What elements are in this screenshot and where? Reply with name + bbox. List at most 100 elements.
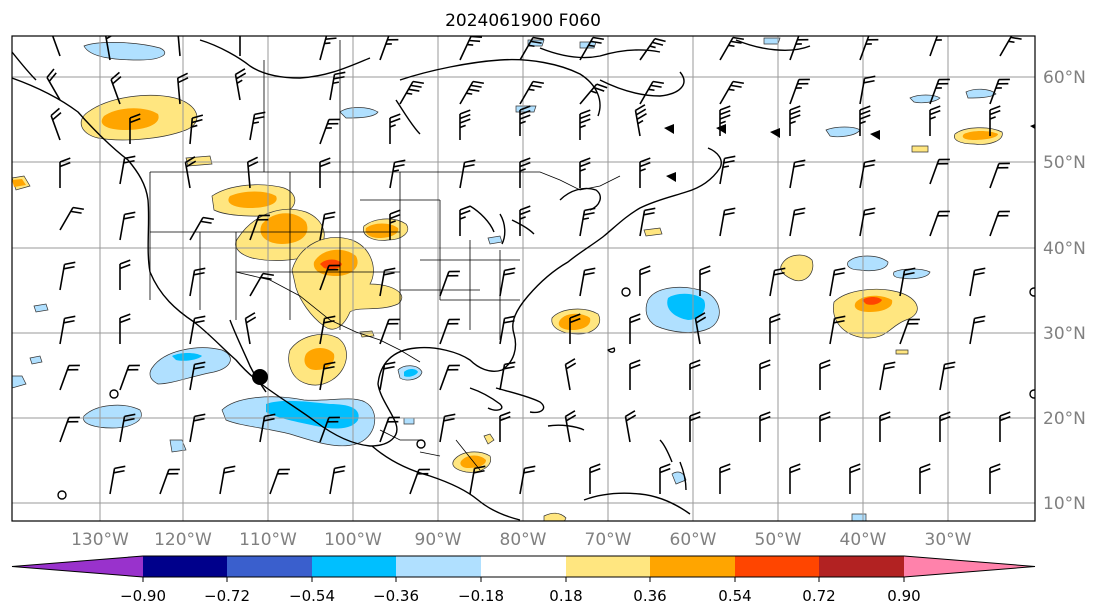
wind-barb-pennant: [664, 124, 674, 134]
wind-barb: [499, 315, 516, 345]
wind-barb: [177, 36, 181, 57]
wind-barb: [989, 210, 1010, 237]
colorbar-tick-label: −0.18: [458, 587, 504, 605]
wind-barb: [159, 468, 180, 495]
wind-barb: [989, 463, 1001, 494]
wind-barb: [929, 78, 950, 105]
wind-barb: [51, 36, 61, 57]
wind-barbs: [46, 36, 1035, 495]
lat-tick-label: 20°N: [1043, 409, 1086, 429]
lon-tick-label: 40°W: [840, 530, 887, 550]
wind-barb: [579, 83, 608, 105]
longitude-labels: 130°W 120°W 110°W 100°W 90°W 80°W 70°W 6…: [71, 530, 972, 550]
wind-barb: [929, 36, 949, 57]
wind-barb: [319, 361, 336, 391]
colorbar-swatch: [819, 556, 904, 577]
lat-tick-label: 10°N: [1043, 494, 1086, 514]
wind-barb: [379, 416, 400, 443]
wind-barb: [759, 359, 771, 390]
wind-barb: [829, 267, 846, 297]
wind-barb: [249, 214, 270, 241]
wind-barb: [379, 361, 396, 391]
wind-barb: [59, 416, 80, 443]
lon-tick-label: 110°W: [239, 530, 297, 550]
wind-barb: [564, 358, 577, 391]
wind-barb: [519, 465, 536, 495]
lat-tick-label: 30°N: [1043, 324, 1086, 344]
colorbar-swatch: [650, 556, 735, 577]
wind-barb-pennant: [666, 172, 676, 182]
station-marker-open: [57, 490, 67, 500]
station-marker-open: [1029, 389, 1035, 399]
colorbar-tick-label: −0.72: [204, 587, 250, 605]
wind-barb: [719, 155, 736, 185]
lon-tick-label: 120°W: [154, 530, 212, 550]
colorbar-tick-label: 0.90: [887, 587, 920, 605]
colorbar-tick-label: 0.72: [802, 587, 835, 605]
wind-barb: [59, 206, 84, 231]
colorbar-swatch: [227, 556, 312, 577]
wind-barb: [459, 80, 484, 105]
wind-barb: [579, 36, 604, 61]
wind-barb: [409, 468, 430, 495]
wind-barb: [989, 105, 1001, 136]
wind-barb: [719, 36, 744, 61]
wind-barb: [389, 159, 406, 189]
wind-barb: [189, 114, 204, 145]
wind-barb: [319, 211, 336, 241]
wind-barb: [59, 261, 76, 291]
wind-barb: [439, 364, 460, 391]
wind-barb: [579, 157, 591, 188]
wind-barb: [579, 109, 591, 140]
wind-barb: [249, 272, 274, 297]
colorbar-tick-label: −0.36: [373, 587, 419, 605]
wind-barb: [519, 205, 531, 236]
wind-barb: [569, 313, 581, 344]
wind-barb: [319, 157, 331, 188]
wind-barb: [519, 36, 544, 61]
latitude-labels: 60°N 50°N 40°N 30°N 20°N 10°N: [1043, 68, 1086, 514]
wind-barb: [819, 359, 831, 390]
coastlines: [12, 39, 811, 521]
wind-barb: [519, 80, 544, 105]
colorbar-tick-label: −0.54: [289, 587, 335, 605]
wind-barb: [184, 156, 197, 189]
wind-barb: [629, 313, 641, 344]
colorbar-tick-label: −0.90: [120, 587, 166, 605]
wind-barb: [899, 318, 920, 345]
graticule: [12, 36, 1035, 521]
wind-barb: [589, 463, 601, 494]
lon-tick-label: 80°W: [500, 530, 547, 550]
colorbar-extend-high: [904, 556, 1035, 577]
wind-barb: [659, 463, 671, 494]
wind-barb: [119, 211, 136, 241]
colorbar-tick-label: 0.36: [633, 587, 666, 605]
wind-barb: [499, 267, 516, 297]
wind-barb: [119, 259, 131, 290]
wind-barb-pennant: [1030, 124, 1035, 129]
lat-tick-label: 60°N: [1043, 68, 1086, 88]
wind-barb: [694, 312, 707, 345]
wind-barb: [689, 411, 701, 442]
wind-barb-pennant: [870, 130, 880, 140]
wind-barb: [929, 158, 950, 185]
lon-tick-label: 70°W: [585, 530, 632, 550]
wind-barb: [789, 36, 810, 61]
wind-barb: [789, 105, 801, 136]
wind-barb: [969, 267, 986, 297]
wind-barb: [379, 318, 400, 345]
lon-tick-label: 50°W: [755, 530, 802, 550]
wind-barb: [989, 162, 1010, 189]
map-panel: [11, 35, 1036, 522]
lon-tick-label: 30°W: [925, 530, 972, 550]
wind-barb: [399, 80, 424, 105]
wind-barb: [999, 411, 1011, 442]
wind-barb: [459, 109, 471, 140]
lon-tick-label: 60°W: [670, 530, 717, 550]
wind-barb: [189, 267, 206, 297]
wind-barb-pennant: [716, 124, 726, 134]
wind-barb: [859, 159, 876, 189]
wind-barb: [639, 157, 651, 188]
wind-barb: [319, 315, 336, 345]
wind-barb: [129, 113, 141, 144]
